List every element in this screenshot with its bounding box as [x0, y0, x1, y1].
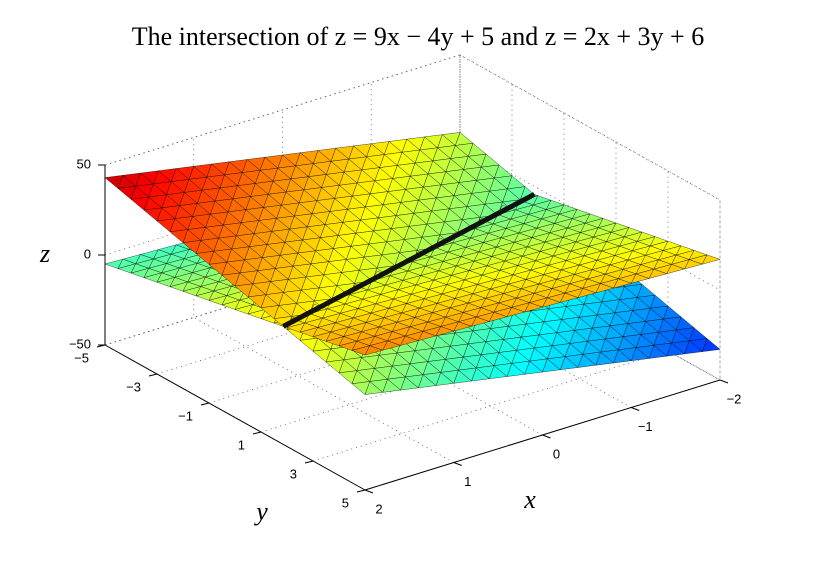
- surface-facet: [247, 294, 267, 309]
- y-tick: [356, 489, 366, 493]
- surface-facet: [260, 305, 280, 319]
- surface-facet: [524, 302, 544, 313]
- surface-facet: [542, 297, 561, 308]
- surface-facet: [471, 316, 490, 327]
- surface-facet: [595, 283, 615, 294]
- y-tick-label: −1: [178, 408, 193, 423]
- surface-facet: [488, 311, 508, 322]
- surface-facet: [182, 240, 202, 254]
- surface-facet: [417, 331, 437, 341]
- surface-facet: [169, 229, 189, 243]
- surface-facet: [577, 288, 597, 298]
- y-tick-label: 5: [342, 495, 349, 510]
- surface-facet: [130, 196, 150, 211]
- surface-facet: [195, 251, 215, 265]
- chart-title: The intersection of z = 9x − 4y + 5 and …: [132, 22, 704, 51]
- surface-facet: [104, 175, 124, 189]
- surface-facet: [117, 185, 137, 200]
- surface-facet: [666, 264, 686, 275]
- z-tick-label: 50: [77, 156, 91, 171]
- axis-line: [104, 344, 366, 491]
- surface-facet: [156, 218, 176, 233]
- y-tick: [96, 344, 106, 348]
- x-tick-label: 0: [553, 446, 560, 461]
- surface-facet: [613, 278, 632, 289]
- surface-facet: [351, 381, 371, 395]
- z-axis-label: z: [39, 239, 50, 268]
- z-tick-label: −50: [69, 336, 91, 351]
- x-axis-label: x: [523, 485, 536, 514]
- x-tick: [364, 489, 374, 494]
- surface-facet: [312, 348, 332, 363]
- y-tick-label: 3: [290, 466, 297, 481]
- x-tick: [542, 434, 551, 439]
- y-tick: [304, 460, 314, 464]
- surface-facet: [400, 335, 419, 346]
- surface-facet: [701, 254, 721, 265]
- surface-facet: [506, 307, 526, 318]
- x-tick: [453, 462, 462, 466]
- surface-facet: [364, 345, 384, 356]
- surface-facet: [338, 370, 358, 385]
- x-tick-label: 1: [464, 474, 471, 489]
- surface-facet: [221, 272, 241, 287]
- x-tick-label: −2: [727, 391, 742, 406]
- y-tick: [148, 373, 158, 377]
- surface-facet: [299, 337, 319, 352]
- y-tick-label: −5: [74, 350, 89, 365]
- y-axis-label: y: [253, 497, 268, 526]
- y-tick: [252, 431, 262, 435]
- surface-facet: [435, 326, 455, 337]
- surface-facet: [684, 259, 703, 270]
- surface-facet: [208, 261, 228, 276]
- surface-facet: [325, 359, 345, 374]
- y-tick-label: 1: [238, 437, 245, 452]
- x-tick-label: −1: [638, 419, 653, 434]
- surface-facet: [648, 268, 668, 279]
- surface-facet: [382, 340, 402, 351]
- intersection-line: [282, 192, 536, 329]
- surface-facet: [234, 283, 254, 298]
- surface-facet: [453, 321, 473, 332]
- grid-line: [104, 54, 721, 201]
- y-tick-label: −3: [126, 379, 141, 394]
- x-tick-label: 2: [375, 501, 382, 516]
- y-tick: [200, 402, 210, 406]
- x-tick: [719, 379, 729, 384]
- surface-facet: [630, 273, 650, 284]
- x-tick: [631, 407, 640, 411]
- z-tick-label: 0: [84, 246, 91, 261]
- surface-facet: [143, 207, 163, 222]
- axis-line: [364, 379, 721, 491]
- surface-facet: [559, 292, 579, 303]
